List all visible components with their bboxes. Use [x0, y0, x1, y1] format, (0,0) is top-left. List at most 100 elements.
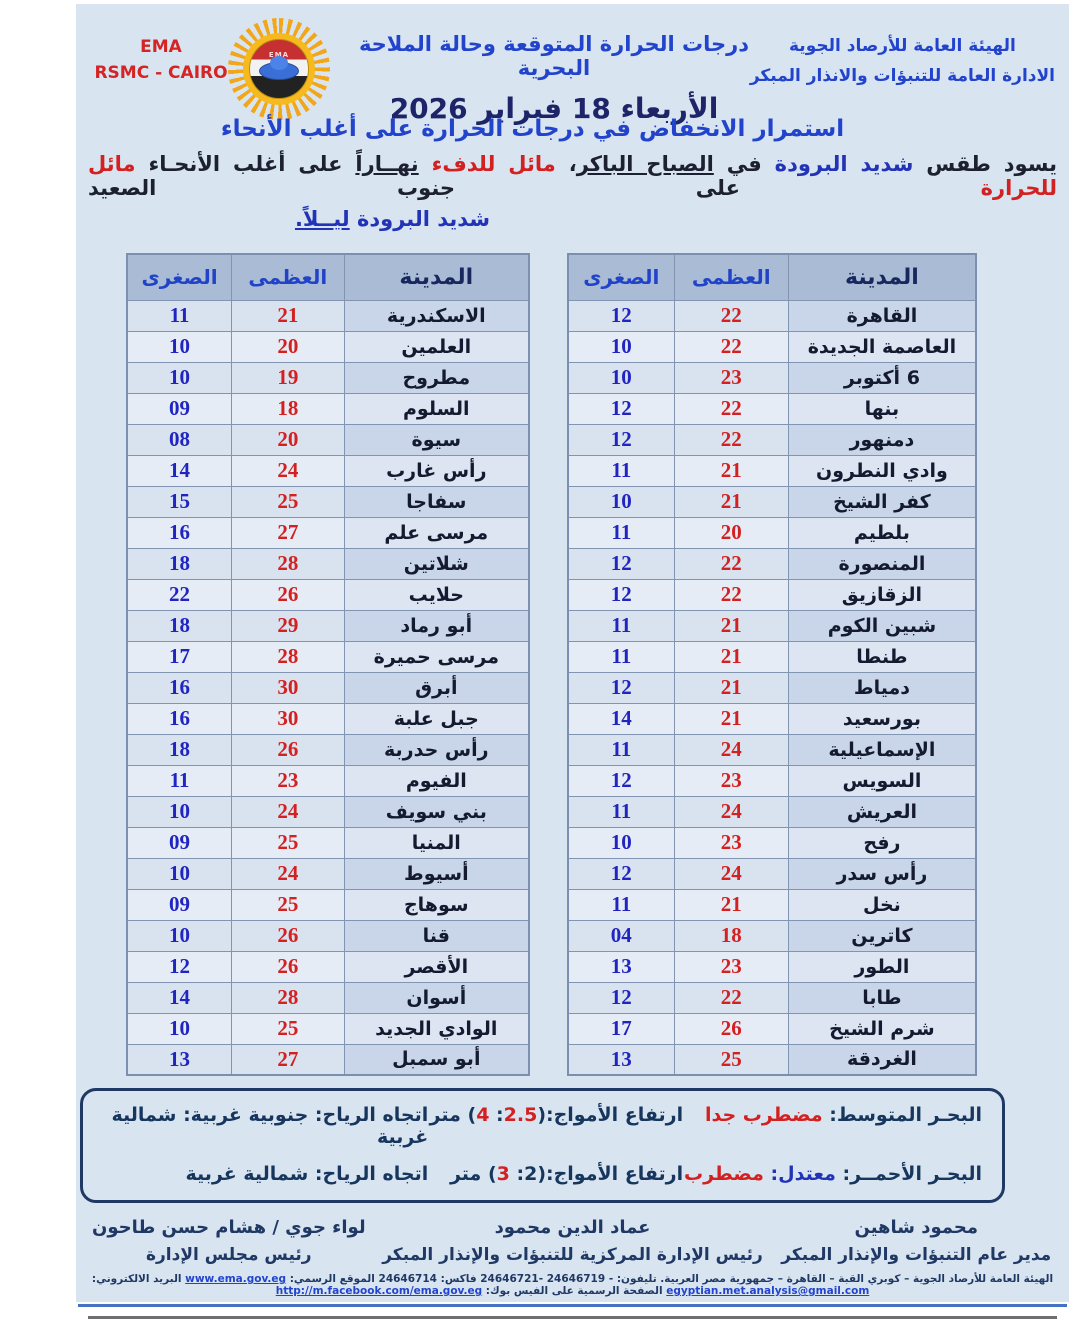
city-cell: المنيا: [343, 826, 530, 859]
sea-label: البحـر المتوسط:: [829, 1104, 982, 1126]
forecast-cold-phrase: شديد البرودة: [774, 152, 914, 176]
max-temp-cell: 25: [231, 826, 345, 859]
max-temp-cell: 30: [231, 671, 345, 704]
max-temp-cell: 20: [231, 423, 345, 456]
min-temp-cell: 09: [126, 826, 233, 859]
forecast-cold-night-phrase: شديد البرودة: [349, 207, 491, 231]
min-column-header: الصغرى: [126, 253, 233, 301]
signatory-title: مدير عام التنبؤات والإنذار المبكر: [781, 1245, 1052, 1265]
cloud-icon: [259, 56, 299, 81]
max-temp-cell: 21: [673, 671, 789, 704]
max-temp-cell: 19: [231, 361, 345, 394]
max-temp-cell: 25: [231, 888, 345, 921]
min-temp-cell: 12: [567, 981, 675, 1014]
min-temp-cell: 10: [126, 330, 233, 363]
max-temp-cell: 28: [231, 640, 345, 673]
city-cell: بنها: [787, 392, 977, 425]
table-row: دمنهور 22 12: [567, 423, 977, 456]
marine-row-mediterranean: البحـر المتوسط: مضطرب جدا ارتفاع الأمواج…: [103, 1104, 983, 1148]
forecast-night-word: ليــلاً.: [294, 207, 350, 231]
facebook-link[interactable]: http://m.facebook.com/ema.gov.eg: [275, 1285, 483, 1297]
table-row: حلايب 26 22: [126, 578, 530, 611]
min-temp-cell: 09: [126, 888, 233, 921]
min-temp-cell: 18: [126, 547, 233, 580]
bottom-gray-rule: [88, 1316, 1057, 1319]
table-row: وادي النطرون 21 11: [567, 454, 977, 487]
wave-label: ارتفاع الأمواج:: [546, 1163, 684, 1185]
min-temp-cell: 12: [567, 392, 675, 425]
city-cell: الغردقة: [787, 1043, 977, 1076]
city-cell: بورسعيد: [787, 702, 977, 735]
city-cell: كفر الشيخ: [787, 485, 977, 518]
max-temp-cell: 22: [673, 981, 789, 1014]
table-row: بورسعيد 21 14: [567, 702, 977, 735]
paren: ) متر: [429, 1104, 477, 1126]
min-temp-cell: 10: [567, 361, 675, 394]
table-row: طابا 22 12: [567, 981, 977, 1014]
city-cell: المنصورة: [787, 547, 977, 580]
table-row: مطروح 19 10: [126, 361, 530, 394]
max-temp-cell: 25: [231, 485, 345, 518]
forecast-warm-phrase: مائل للدفء: [418, 152, 556, 176]
table-row: أبو سمبل 27 13: [126, 1043, 530, 1076]
table-row: رأس غارب 24 14: [126, 454, 530, 487]
city-cell: جبل علبة: [343, 702, 530, 735]
max-temp-cell: 21: [231, 299, 345, 332]
max-temp-cell: 23: [673, 361, 789, 394]
city-cell: 6 أكتوبر: [787, 361, 977, 394]
max-column-header: العظمى: [231, 253, 345, 301]
table-row: الفيوم 23 11: [126, 764, 530, 797]
signature-block: محمود شاهين مدير عام التنبؤات والإنذار ا…: [76, 1217, 1069, 1265]
sun-flag-cloud-icon: EMA: [249, 39, 309, 99]
city-cell: رفح: [787, 826, 977, 859]
min-temp-cell: 12: [567, 423, 675, 456]
signatory-name: عماد الدين محمود: [494, 1217, 651, 1238]
table-row: كاترين 18 04: [567, 919, 977, 952]
wave-min-value: 2.5: [503, 1104, 538, 1126]
table-row: دمياط 21 12: [567, 671, 977, 704]
min-temp-cell: 17: [567, 1012, 675, 1045]
table-row: أبرق 30 16: [126, 671, 530, 704]
min-temp-cell: 11: [567, 516, 675, 549]
table-row: مرسى علم 27 16: [126, 516, 530, 549]
table-row: الزقازيق 22 12: [567, 578, 977, 611]
max-temp-cell: 27: [231, 1043, 345, 1076]
red-sea-state: البحـر الأحمــر: معتدل: مضطرب: [683, 1163, 982, 1185]
max-temp-cell: 25: [673, 1043, 789, 1076]
min-temp-cell: 12: [567, 578, 675, 611]
mediterranean-wave-height: ارتفاع الأمواج:(2.5: 4) متر: [428, 1104, 684, 1148]
website-link[interactable]: www.ema.gov.eg: [185, 1273, 287, 1285]
min-temp-cell: 11: [567, 888, 675, 921]
signatory-title: رئيس الإدارة المركزية للتنبؤات والإنذار …: [382, 1245, 763, 1265]
table-row: جبل علبة 30 16: [126, 702, 530, 735]
max-temp-cell: 22: [673, 392, 789, 425]
min-temp-cell: 12: [567, 671, 675, 704]
city-cell: وادي النطرون: [787, 454, 977, 487]
city-cell: الوادي الجديد: [343, 1012, 530, 1045]
contact-address: الهيئة العامة للأرصاد الجوية – كوبري الق…: [286, 1273, 1054, 1285]
min-temp-cell: 10: [567, 485, 675, 518]
table-row: رأس سدر 24 12: [567, 857, 977, 890]
forecast-date: الأربعاء 18 فبراير 2026: [389, 92, 719, 125]
city-cell: شرم الشيخ: [787, 1012, 977, 1045]
email-link[interactable]: egyptian.met.analysis@gmail.com: [666, 1285, 870, 1297]
max-temp-cell: 28: [231, 547, 345, 580]
paren: (: [537, 1104, 546, 1126]
table-row: الغردقة 25 13: [567, 1043, 977, 1076]
min-temp-cell: 12: [567, 547, 675, 580]
table-row: العاصمة الجديدة 22 10: [567, 330, 977, 363]
temperature-tables: المدينة العظمى الصغرى القاهرة 22 12 العاصمة…: [76, 253, 1069, 1076]
min-temp-cell: 18: [126, 609, 233, 642]
marine-conditions-box: البحـر المتوسط: مضطرب جدا ارتفاع الأمواج…: [80, 1088, 1005, 1203]
signatory-name: محمود شاهين: [854, 1217, 978, 1238]
min-temp-cell: 12: [567, 299, 675, 332]
city-cell: أسوان: [343, 981, 530, 1014]
table-row: كفر الشيخ 21 10: [567, 485, 977, 518]
signature-forecast-director: محمود شاهين مدير عام التنبؤات والإنذار ا…: [763, 1217, 1069, 1265]
city-cell: العاصمة الجديدة: [787, 330, 977, 363]
table-row: الأقصر 26 12: [126, 950, 530, 983]
paren: ) متر: [449, 1163, 497, 1185]
city-cell: كاترين: [787, 919, 977, 952]
forecast-text: على أغلب الأنحـاء: [135, 152, 356, 176]
org-line2: الادارة العامة للتنبؤات والانذار المبكر: [749, 65, 1055, 86]
